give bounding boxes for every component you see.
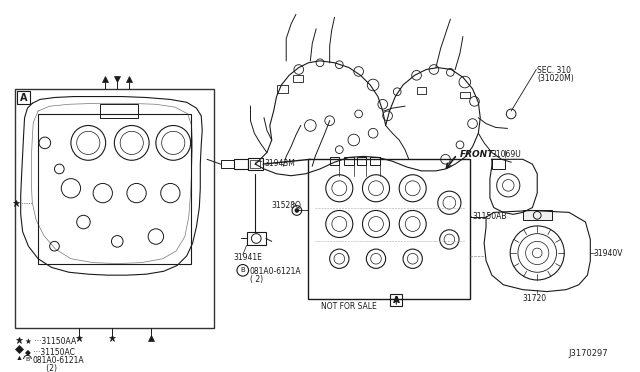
Text: 31941E: 31941E bbox=[233, 253, 262, 262]
Bar bbox=[221, 160, 234, 168]
Bar bbox=[38, 114, 191, 264]
Text: SEC. 310: SEC. 310 bbox=[537, 65, 572, 75]
Bar bbox=[246, 232, 266, 245]
Text: ( 2): ( 2) bbox=[250, 275, 262, 284]
Text: ★ ···31150AA: ★ ···31150AA bbox=[24, 337, 76, 346]
Text: 31943M: 31943M bbox=[264, 159, 295, 168]
Text: J3170297: J3170297 bbox=[568, 350, 608, 359]
Bar bbox=[390, 295, 402, 306]
Bar bbox=[330, 157, 339, 165]
Bar bbox=[293, 75, 303, 82]
Text: 081A0-6121A: 081A0-6121A bbox=[250, 267, 301, 276]
Bar bbox=[370, 157, 380, 165]
Bar bbox=[15, 89, 214, 328]
Bar bbox=[417, 87, 426, 94]
Bar bbox=[460, 92, 470, 99]
Text: 081A0-6121A: 081A0-6121A bbox=[32, 356, 84, 365]
Text: NOT FOR SALE: NOT FOR SALE bbox=[321, 302, 377, 311]
Bar bbox=[308, 159, 470, 299]
Text: (2): (2) bbox=[32, 364, 58, 372]
Text: 31720: 31720 bbox=[522, 295, 547, 304]
Text: ◆ ···31150AC: ◆ ···31150AC bbox=[24, 347, 74, 356]
Text: A: A bbox=[20, 93, 28, 103]
Bar bbox=[492, 159, 506, 169]
Text: 31069U: 31069U bbox=[492, 150, 522, 158]
Text: (31020M): (31020M) bbox=[537, 74, 574, 83]
Bar bbox=[276, 85, 288, 93]
Bar bbox=[250, 160, 260, 168]
Bar bbox=[356, 157, 366, 165]
Bar bbox=[344, 157, 354, 165]
Bar bbox=[100, 104, 138, 118]
Bar bbox=[523, 211, 552, 220]
Bar bbox=[17, 91, 30, 104]
Circle shape bbox=[295, 209, 299, 212]
Bar bbox=[234, 159, 248, 169]
Text: 31150AB: 31150AB bbox=[472, 212, 507, 221]
Text: 31528Q: 31528Q bbox=[272, 201, 301, 210]
Bar bbox=[248, 158, 263, 170]
Text: A: A bbox=[393, 296, 400, 305]
Text: 31940V: 31940V bbox=[593, 249, 623, 258]
Text: B: B bbox=[241, 267, 245, 273]
Text: B: B bbox=[26, 357, 29, 362]
Text: FRONT: FRONT bbox=[460, 150, 494, 158]
